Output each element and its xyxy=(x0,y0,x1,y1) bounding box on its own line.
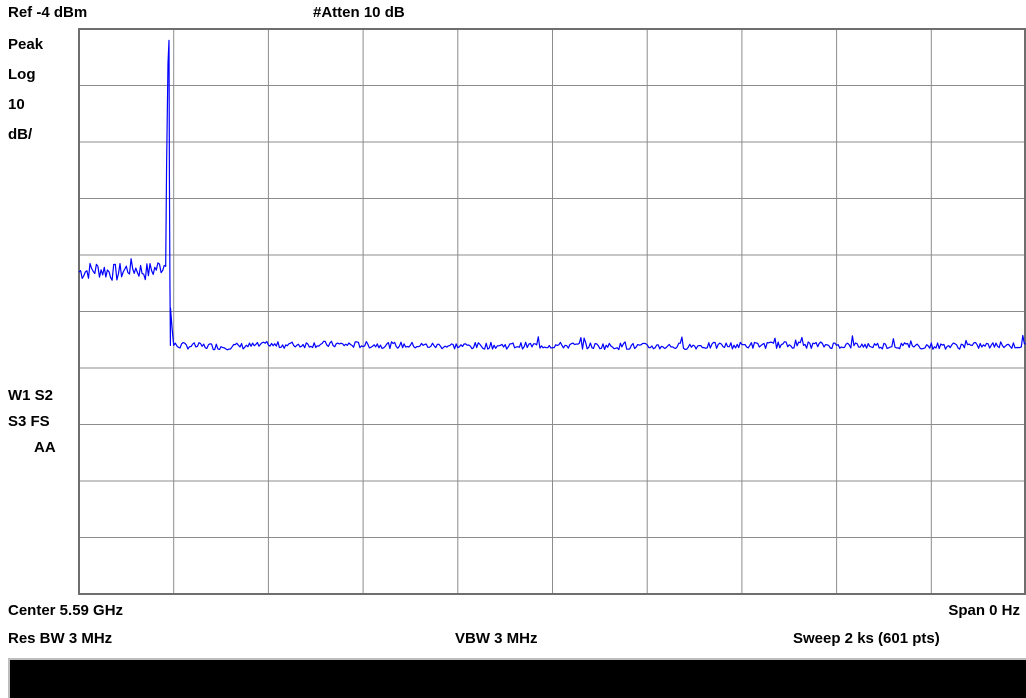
center-freq-label: Center 5.59 GHz xyxy=(8,602,124,619)
plot-border xyxy=(78,28,1026,595)
trace-flags-line1: W1 S2 xyxy=(8,387,54,404)
trace-flags-line3: AA xyxy=(34,439,56,456)
scale-unit-label: dB/ xyxy=(8,126,33,143)
span-label: Span 0 Hz xyxy=(948,602,1020,619)
trace-flags-line2: S3 FS xyxy=(8,413,50,430)
attenuation-label: #Atten 10 dB xyxy=(313,4,405,21)
scale-type-label: Log xyxy=(8,66,36,83)
res-bw-label: Res BW 3 MHz xyxy=(8,630,113,647)
detector-label: Peak xyxy=(8,36,44,53)
vbw-label: VBW 3 MHz xyxy=(455,630,538,647)
scale-value-label: 10 xyxy=(8,96,25,113)
ref-level-label: Ref -4 dBm xyxy=(8,4,88,21)
status-bar xyxy=(8,658,1026,698)
sweep-label: Sweep 2 ks (601 pts) xyxy=(793,630,940,647)
series-trace xyxy=(78,39,1026,351)
